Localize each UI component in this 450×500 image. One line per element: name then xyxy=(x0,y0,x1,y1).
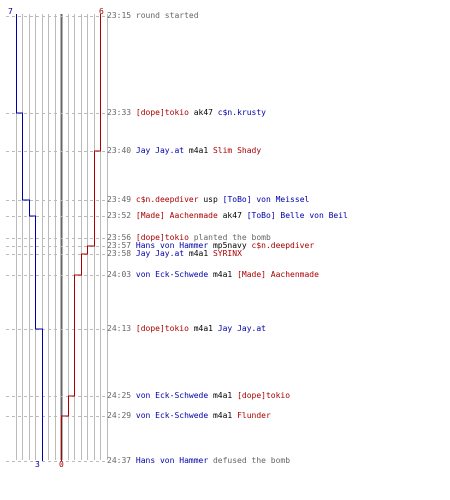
event-time: 23:40 xyxy=(107,146,136,155)
red-player-name: [dope]tokio xyxy=(135,108,189,117)
red-end-count: 0 xyxy=(59,460,64,469)
event-time: 24:37 xyxy=(107,456,136,465)
event-text: m4a1 xyxy=(208,411,238,420)
event-time: 23:15 xyxy=(107,11,136,20)
red-player-name: c$n.deepdiver xyxy=(135,195,199,204)
event-time: 23:56 xyxy=(107,233,136,242)
event-text: mp5navy xyxy=(208,241,252,250)
event-text: m4a1 xyxy=(208,270,238,279)
blue-player-name: c$n.krusty xyxy=(217,108,266,117)
event-guide-lines xyxy=(6,16,106,462)
red-start-count: 6 xyxy=(99,7,104,16)
event-row: 24:25 von Eck-Schwede m4a1 [dope]tokio xyxy=(107,391,290,400)
event-time: 24:03 xyxy=(107,270,136,279)
event-row: 24:29 von Eck-Schwede m4a1 Flunder xyxy=(107,411,271,420)
event-row: 23:33 [dope]tokio ak47 c$n.krusty xyxy=(107,108,266,117)
grid-lines xyxy=(16,14,108,460)
blue-player-name: Jay Jay.at xyxy=(135,249,185,258)
blue-player-name: [ToBo] Belle von Beil xyxy=(246,211,348,220)
event-time: 24:25 xyxy=(107,391,136,400)
event-time: 24:13 xyxy=(107,324,136,333)
blue-player-name: von Eck-Schwede xyxy=(135,411,209,420)
blue-player-name: Jay Jay.at xyxy=(217,324,266,333)
event-time: 23:33 xyxy=(107,108,136,117)
event-time: 23:58 xyxy=(107,249,136,258)
blue-player-name: Hans von Hammer xyxy=(135,456,209,465)
event-row: 24:37 Hans von Hammer defused the bomb xyxy=(107,456,290,465)
red-player-name: [dope]tokio xyxy=(237,391,291,400)
event-text: m4a1 xyxy=(208,391,238,400)
red-team-alive-line xyxy=(61,14,101,461)
red-player-name: [dope]tokio xyxy=(135,233,189,242)
red-player-name: [Made] Aachenmade xyxy=(237,270,319,279)
red-player-name: [dope]tokio xyxy=(135,324,189,333)
event-time: 23:52 xyxy=(107,211,136,220)
event-text: defused the bomb xyxy=(208,456,291,465)
red-player-name: Slim Shady xyxy=(212,146,262,155)
event-row: 23:49 c$n.deepdiver usp [ToBo] von Meiss… xyxy=(107,195,309,204)
red-player-name: SYRINX xyxy=(212,249,242,258)
event-text: usp xyxy=(198,195,223,204)
event-row: 23:52 [Made] Aachenmade ak47 [ToBo] Bell… xyxy=(107,211,348,220)
blue-start-count: 7 xyxy=(8,7,13,16)
event-row: 24:13 [dope]tokio m4a1 Jay Jay.at xyxy=(107,324,266,333)
event-time: 23:57 xyxy=(107,241,136,250)
event-time: 23:49 xyxy=(107,195,136,204)
red-player-name: c$n.deepdiver xyxy=(251,241,315,250)
red-player-name: [Made] Aachenmade xyxy=(135,211,218,220)
event-time: 24:29 xyxy=(107,411,136,420)
event-row: 23:57 Hans von Hammer mp5navy c$n.deepdi… xyxy=(107,241,314,250)
event-row: 23:15 round started xyxy=(107,11,199,20)
event-text: ak47 xyxy=(188,108,218,117)
event-row: 23:40 Jay Jay.at m4a1 Slim Shady xyxy=(107,146,261,155)
blue-player-name: von Eck-Schwede xyxy=(135,270,209,279)
red-player-name: Flunder xyxy=(237,411,271,420)
blue-end-count: 3 xyxy=(35,460,40,469)
event-text: round started xyxy=(135,11,199,20)
blue-player-name: Hans von Hammer xyxy=(135,241,209,250)
event-row: 23:56 [dope]tokio planted the bomb xyxy=(107,233,271,242)
blue-team-alive-line xyxy=(16,14,43,461)
blue-player-name: [ToBo] von Meissel xyxy=(222,195,310,204)
blue-player-name: Jay Jay.at xyxy=(135,146,185,155)
event-text: m4a1 xyxy=(188,324,218,333)
event-text: planted the bomb xyxy=(188,233,271,242)
event-row: 24:03 von Eck-Schwede m4a1 [Made] Aachen… xyxy=(107,270,319,279)
event-text: ak47 xyxy=(217,211,247,220)
blue-player-name: von Eck-Schwede xyxy=(135,391,209,400)
event-text: m4a1 xyxy=(184,146,213,155)
event-text: m4a1 xyxy=(184,249,213,258)
event-row: 23:58 Jay Jay.at m4a1 SYRINX xyxy=(107,249,242,258)
